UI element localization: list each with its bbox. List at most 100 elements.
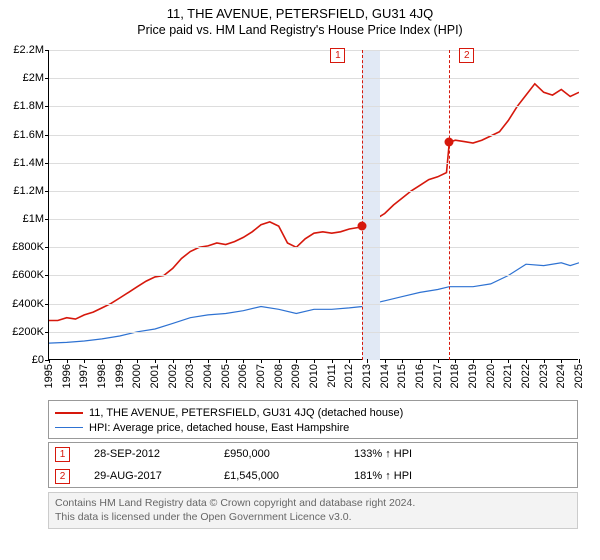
x-tick (102, 359, 103, 363)
x-tick (296, 359, 297, 363)
y-tick (45, 247, 49, 248)
sales-row-price: £950,000 (224, 448, 354, 460)
y-gridline (49, 304, 579, 305)
x-tick-label: 2019 (467, 364, 479, 388)
x-tick (226, 359, 227, 363)
x-tick-label: 2002 (167, 364, 179, 388)
y-tick (45, 50, 49, 51)
x-tick (508, 359, 509, 363)
y-tick (45, 106, 49, 107)
y-tick-label: £1M (23, 213, 44, 225)
sale-marker-dot (445, 138, 454, 147)
sale-marker-line (449, 50, 450, 360)
chart-legend: 11, THE AVENUE, PETERSFIELD, GU31 4JQ (d… (48, 400, 578, 439)
y-tick-label: £2M (23, 72, 44, 84)
footer-line2: This data is licensed under the Open Gov… (55, 511, 571, 525)
legend-item: 11, THE AVENUE, PETERSFIELD, GU31 4JQ (d… (55, 405, 571, 420)
y-gridline (49, 106, 579, 107)
x-tick-label: 2015 (396, 364, 408, 388)
x-tick-label: 1996 (61, 364, 73, 388)
x-tick (67, 359, 68, 363)
sales-row-pct: 181% ↑ HPI (354, 470, 454, 482)
x-tick-label: 2008 (273, 364, 285, 388)
y-tick (45, 275, 49, 276)
x-tick-label: 2006 (237, 364, 249, 388)
y-tick-label: £2.2M (13, 44, 44, 56)
y-tick (45, 191, 49, 192)
sales-row-price: £1,545,000 (224, 470, 354, 482)
x-tick (402, 359, 403, 363)
legend-label: 11, THE AVENUE, PETERSFIELD, GU31 4JQ (d… (89, 407, 403, 419)
x-tick (49, 359, 50, 363)
y-tick (45, 78, 49, 79)
x-tick (332, 359, 333, 363)
x-tick-label: 1998 (96, 364, 108, 388)
y-tick-label: £1.4M (13, 157, 44, 169)
attribution-footer: Contains HM Land Registry data © Crown c… (48, 492, 578, 529)
y-tick-label: £600K (12, 269, 44, 281)
x-tick-label: 1997 (78, 364, 90, 388)
x-tick (314, 359, 315, 363)
y-gridline (49, 135, 579, 136)
y-gridline (49, 275, 579, 276)
x-tick-label: 2020 (485, 364, 497, 388)
title-address: 11, THE AVENUE, PETERSFIELD, GU31 4JQ (0, 6, 600, 21)
x-tick (190, 359, 191, 363)
x-tick (420, 359, 421, 363)
x-tick-label: 2023 (538, 364, 550, 388)
x-tick (84, 359, 85, 363)
x-tick-label: 2025 (573, 364, 585, 388)
legend-swatch (55, 412, 83, 414)
x-tick-label: 2000 (131, 364, 143, 388)
y-gridline (49, 163, 579, 164)
y-gridline (49, 50, 579, 51)
y-tick-label: £1.2M (13, 185, 44, 197)
y-tick (45, 304, 49, 305)
y-tick-label: £800K (12, 241, 44, 253)
sale-marker-label: 1 (330, 48, 345, 63)
x-tick (561, 359, 562, 363)
sale-marker-dot (358, 222, 367, 231)
y-gridline (49, 247, 579, 248)
y-tick-label: £1.6M (13, 129, 44, 141)
y-gridline (49, 332, 579, 333)
x-tick (544, 359, 545, 363)
y-tick (45, 135, 49, 136)
x-tick-label: 1995 (43, 364, 55, 388)
x-tick-label: 2010 (308, 364, 320, 388)
x-tick (349, 359, 350, 363)
x-tick-label: 2012 (343, 364, 355, 388)
x-tick (243, 359, 244, 363)
x-tick (279, 359, 280, 363)
title-subtitle: Price paid vs. HM Land Registry's House … (0, 23, 600, 37)
x-tick (473, 359, 474, 363)
sales-row: 229-AUG-2017£1,545,000181% ↑ HPI (49, 465, 577, 487)
x-tick-label: 2007 (255, 364, 267, 388)
y-tick-label: £400K (12, 298, 44, 310)
x-tick (455, 359, 456, 363)
x-tick-label: 2013 (361, 364, 373, 388)
y-tick-label: £200K (12, 326, 44, 338)
x-tick (385, 359, 386, 363)
x-tick-label: 2011 (326, 364, 338, 388)
x-tick-label: 2016 (414, 364, 426, 388)
legend-item: HPI: Average price, detached house, East… (55, 420, 571, 435)
legend-label: HPI: Average price, detached house, East… (89, 422, 349, 434)
footer-line1: Contains HM Land Registry data © Crown c… (55, 497, 571, 511)
x-tick-label: 2021 (502, 364, 514, 388)
x-tick-label: 2014 (379, 364, 391, 388)
x-tick-label: 2004 (202, 364, 214, 388)
sales-row-pct: 133% ↑ HPI (354, 448, 454, 460)
y-tick (45, 163, 49, 164)
sale-marker-line (362, 50, 363, 360)
y-tick (45, 332, 49, 333)
y-tick-label: £1.8M (13, 100, 44, 112)
x-tick-label: 2024 (555, 364, 567, 388)
series-subject (49, 84, 579, 321)
x-tick (526, 359, 527, 363)
y-gridline (49, 191, 579, 192)
sales-row-marker: 1 (55, 447, 70, 462)
x-tick-label: 2018 (449, 364, 461, 388)
x-tick (173, 359, 174, 363)
sales-row: 128-SEP-2012£950,000133% ↑ HPI (49, 443, 577, 465)
